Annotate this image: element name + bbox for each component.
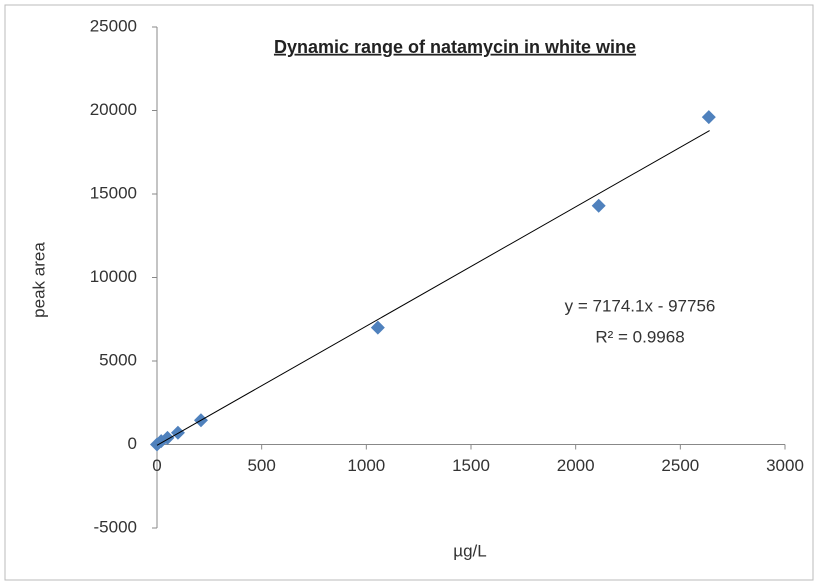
y-tick-label: -5000	[94, 517, 137, 536]
y-tick-label: 25000	[90, 16, 137, 35]
equation: y = 7174.1x - 97756	[565, 296, 716, 315]
x-tick-label: 2000	[557, 456, 595, 475]
x-tick-label: 1000	[347, 456, 385, 475]
y-tick-label: 5000	[99, 350, 137, 369]
data-point	[701, 110, 716, 125]
y-tick-label: 0	[128, 434, 137, 453]
data-point	[370, 320, 385, 335]
x-tick-label: 0	[152, 456, 161, 475]
y-tick-label: 20000	[90, 100, 137, 119]
y-tick-label: 10000	[90, 267, 137, 286]
x-axis-label: µg/L	[453, 541, 486, 560]
x-tick-label: 3000	[766, 456, 804, 475]
data-point	[170, 425, 185, 440]
x-tick-label: 1500	[452, 456, 490, 475]
y-axis-label: peak area	[29, 242, 48, 318]
trendline	[156, 130, 710, 446]
chart-title: Dynamic range of natamycin in white wine	[274, 37, 636, 57]
y-tick-label: 15000	[90, 183, 137, 202]
chart-frame	[4, 4, 814, 581]
x-tick-label: 500	[247, 456, 275, 475]
data-point	[591, 198, 606, 213]
r-squared: R² = 0.9968	[595, 327, 684, 346]
x-tick-label: 2500	[661, 456, 699, 475]
